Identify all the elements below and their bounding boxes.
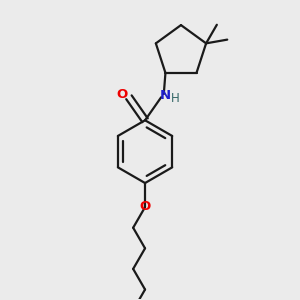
Text: O: O [117, 88, 128, 101]
Text: O: O [140, 200, 151, 213]
Text: H: H [171, 92, 180, 105]
Text: N: N [160, 89, 171, 103]
